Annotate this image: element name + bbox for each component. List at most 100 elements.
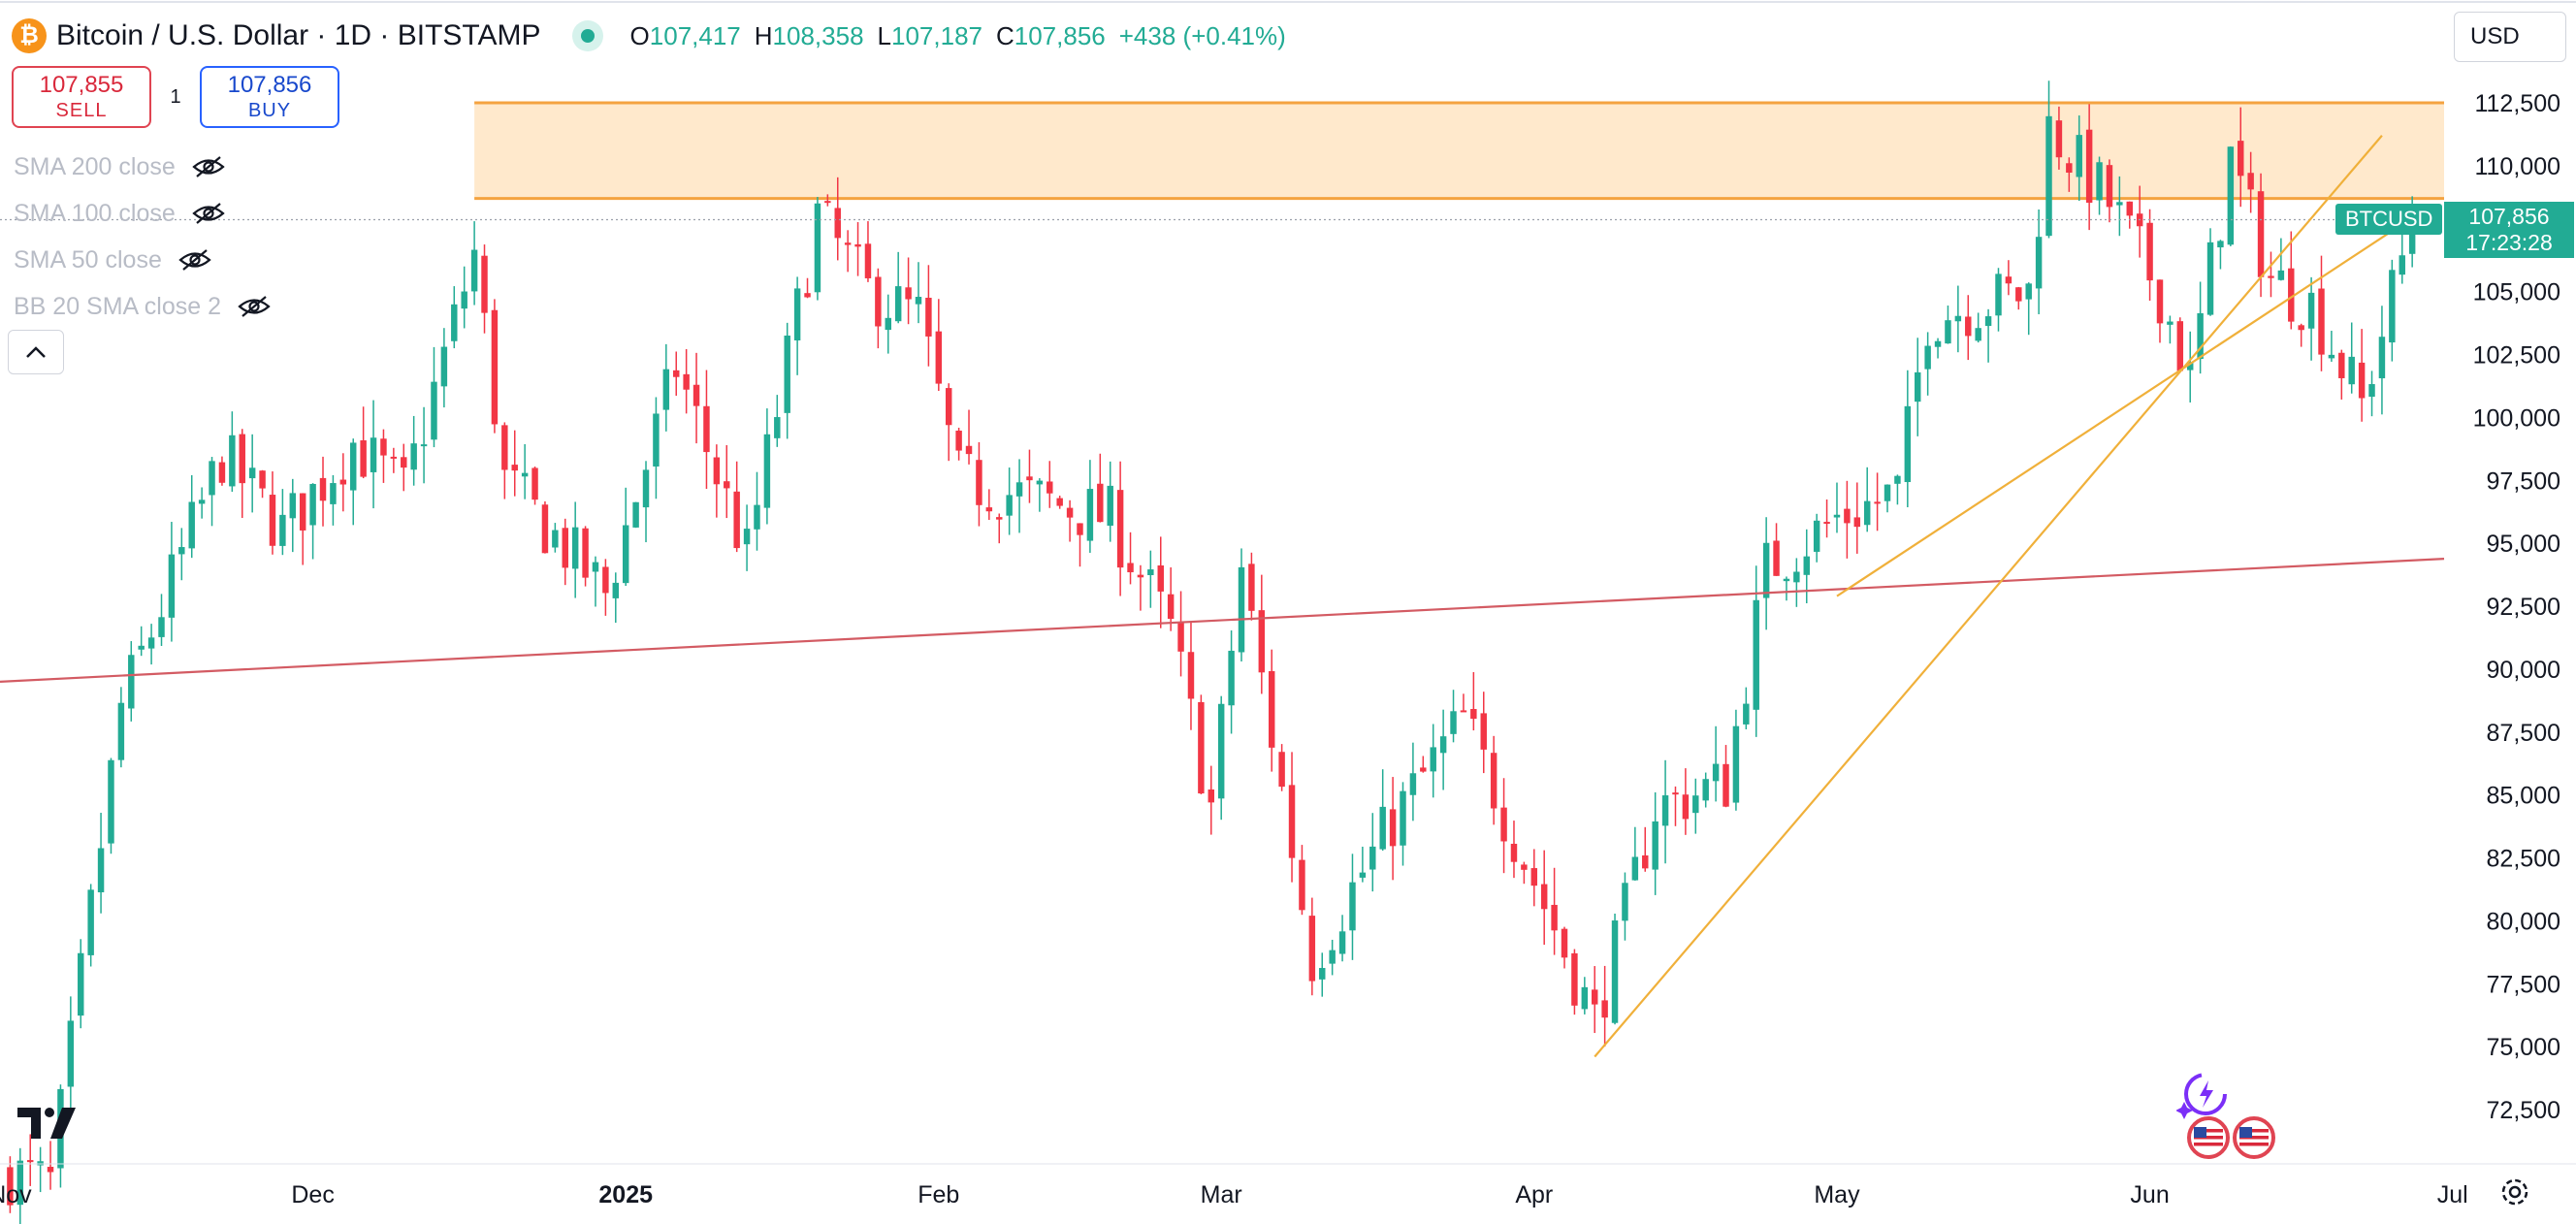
candle bbox=[1167, 566, 1175, 631]
x-tick-label: Apr bbox=[1515, 1181, 1553, 1208]
candle bbox=[2167, 315, 2174, 344]
chart-header: ₿ Bitcoin / U.S. Dollar · 1D · BITSTAMP … bbox=[12, 14, 1286, 58]
candle bbox=[2378, 306, 2386, 415]
candle bbox=[1015, 459, 1023, 533]
candle bbox=[1056, 496, 1063, 509]
candle-body bbox=[1833, 514, 1841, 518]
candle-body bbox=[622, 525, 629, 584]
candle-body bbox=[2005, 276, 2012, 284]
shallow-trendline bbox=[1836, 209, 2424, 597]
candle-body bbox=[87, 889, 94, 955]
candle bbox=[229, 411, 236, 493]
candle-body bbox=[1359, 872, 1367, 878]
candle-body bbox=[2035, 237, 2043, 289]
candle-body bbox=[440, 346, 448, 387]
candle-body bbox=[1521, 864, 1528, 870]
candle-body bbox=[521, 472, 529, 477]
candle-body bbox=[1470, 709, 1477, 720]
ohlc-high: H108,358 bbox=[754, 20, 864, 50]
indicator-legend: SMA 200 close SMA 100 close SMA 50 close… bbox=[14, 144, 272, 330]
y-tick-label: 95,000 bbox=[2487, 531, 2560, 558]
hidden-eye-icon[interactable] bbox=[237, 294, 272, 319]
candle bbox=[1581, 977, 1589, 1015]
candle bbox=[1551, 867, 1558, 955]
candle bbox=[1732, 709, 1740, 811]
x-tick-label: Jul bbox=[2437, 1181, 2468, 1208]
collapse-legend-button[interactable] bbox=[8, 330, 64, 374]
candle-body bbox=[67, 1020, 75, 1087]
us-flags-icon[interactable] bbox=[2186, 1115, 2283, 1160]
sell-button[interactable]: 107,855 SELL bbox=[12, 66, 151, 128]
candle bbox=[1521, 861, 1528, 885]
candle bbox=[1460, 693, 1467, 713]
candle-body bbox=[1439, 736, 1447, 754]
candle-body bbox=[380, 438, 387, 456]
candle-body bbox=[733, 491, 740, 549]
candle-body bbox=[1762, 542, 1770, 598]
candle bbox=[713, 444, 721, 518]
currency-select[interactable]: USD bbox=[2454, 12, 2566, 62]
candle bbox=[1258, 574, 1266, 694]
candle-body bbox=[793, 288, 801, 340]
buy-button[interactable]: 107,856 BUY bbox=[200, 66, 339, 128]
candle-body bbox=[1329, 950, 1336, 964]
candle bbox=[935, 299, 943, 391]
candle bbox=[2106, 159, 2113, 223]
ai-assistant-icon[interactable] bbox=[2176, 1067, 2231, 1121]
candle-body bbox=[2197, 312, 2204, 360]
candle bbox=[1631, 826, 1639, 881]
indicator-sma-50[interactable]: SMA 50 close bbox=[14, 237, 272, 283]
hidden-eye-icon[interactable] bbox=[177, 247, 212, 273]
candle bbox=[37, 1146, 44, 1193]
candle-body bbox=[774, 417, 781, 438]
candle bbox=[692, 352, 700, 444]
indicator-sma-100[interactable]: SMA 100 close bbox=[14, 190, 272, 237]
candle-body bbox=[1540, 884, 1548, 910]
candle-body bbox=[279, 514, 286, 546]
candle-body bbox=[1915, 371, 1921, 403]
candle-body bbox=[1581, 986, 1589, 1010]
ohlc-low: L107,187 bbox=[877, 20, 982, 50]
candle bbox=[1329, 939, 1336, 976]
candle-body bbox=[2045, 115, 2052, 237]
candle-body bbox=[2176, 321, 2184, 371]
candle-body bbox=[945, 388, 952, 426]
candle-body bbox=[2206, 242, 2214, 315]
symbol-title[interactable]: Bitcoin / U.S. Dollar · 1D · BITSTAMP bbox=[56, 19, 541, 51]
candle bbox=[108, 757, 114, 854]
candle-body bbox=[1904, 405, 1912, 483]
candle bbox=[128, 641, 135, 722]
candle bbox=[2368, 370, 2375, 417]
candle-body bbox=[16, 1160, 24, 1206]
candle-body bbox=[1349, 882, 1356, 931]
candle bbox=[531, 467, 538, 505]
hidden-eye-icon[interactable] bbox=[191, 154, 226, 179]
indicator-bb-20[interactable]: BB 20 SMA close 2 bbox=[14, 283, 272, 330]
candle bbox=[1934, 338, 1942, 359]
candle-body bbox=[854, 243, 861, 247]
candle bbox=[360, 406, 367, 479]
hidden-eye-icon[interactable] bbox=[191, 201, 226, 226]
candle-body bbox=[1198, 701, 1205, 794]
candle bbox=[2298, 323, 2304, 347]
candle bbox=[1924, 332, 1931, 396]
candle bbox=[380, 429, 387, 483]
settings-gear-icon[interactable] bbox=[2496, 1174, 2533, 1210]
candle bbox=[2176, 317, 2184, 372]
candle bbox=[339, 453, 347, 512]
candle bbox=[248, 434, 256, 513]
candle bbox=[2076, 115, 2082, 201]
candle bbox=[976, 441, 982, 527]
candle-body bbox=[612, 582, 620, 598]
market-open-icon bbox=[571, 20, 603, 51]
candle bbox=[1319, 952, 1326, 997]
candle bbox=[2268, 251, 2274, 298]
tradingview-logo-icon[interactable] bbox=[17, 1104, 80, 1143]
candle-body bbox=[814, 203, 821, 293]
candle-body bbox=[1167, 594, 1175, 620]
candle bbox=[2358, 329, 2366, 422]
candle bbox=[955, 428, 962, 461]
candle-body bbox=[1500, 807, 1507, 842]
indicator-sma-200[interactable]: SMA 200 close bbox=[14, 144, 272, 190]
